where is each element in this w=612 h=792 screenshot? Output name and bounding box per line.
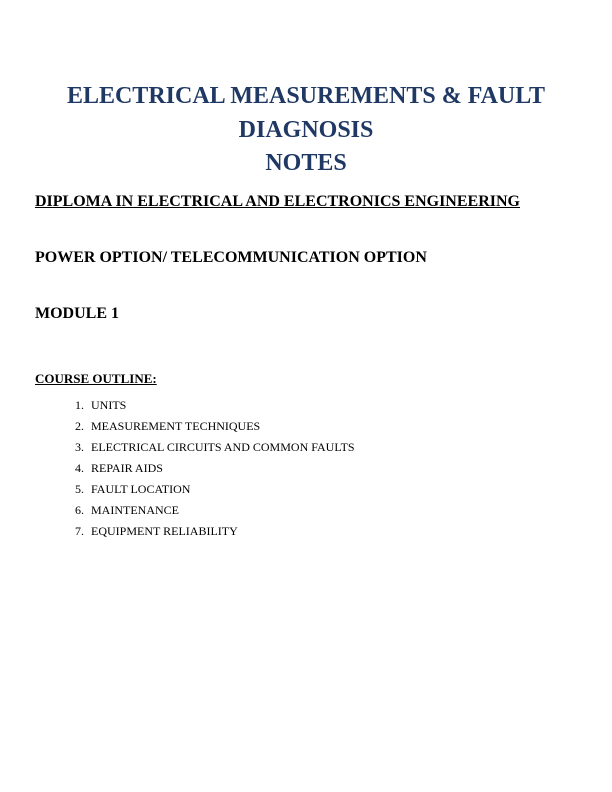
outline-item: ELECTRICAL CIRCUITS AND COMMON FAULTS (87, 437, 577, 458)
diploma-subtitle: DIPLOMA IN ELECTRICAL AND ELECTRONICS EN… (35, 193, 577, 211)
document-title: ELECTRICAL MEASUREMENTS & FAULT DIAGNOSI… (35, 80, 577, 181)
module-text: MODULE 1 (35, 305, 577, 323)
course-outline-list: UNITSMEASUREMENT TECHNIQUESELECTRICAL CI… (35, 395, 577, 542)
title-line-1: ELECTRICAL MEASUREMENTS & FAULT DIAGNOSI… (67, 83, 545, 143)
outline-item: UNITS (87, 395, 577, 416)
outline-item: EQUIPMENT RELIABILITY (87, 521, 577, 542)
option-text: POWER OPTION/ TELECOMMUNICATION OPTION (35, 249, 577, 267)
title-line-2: NOTES (265, 150, 346, 176)
course-outline-heading: COURSE OUTLINE: (35, 371, 577, 387)
outline-item: MAINTENANCE (87, 500, 577, 521)
outline-item: MEASUREMENT TECHNIQUES (87, 416, 577, 437)
outline-item: REPAIR AIDS (87, 458, 577, 479)
outline-item: FAULT LOCATION (87, 479, 577, 500)
